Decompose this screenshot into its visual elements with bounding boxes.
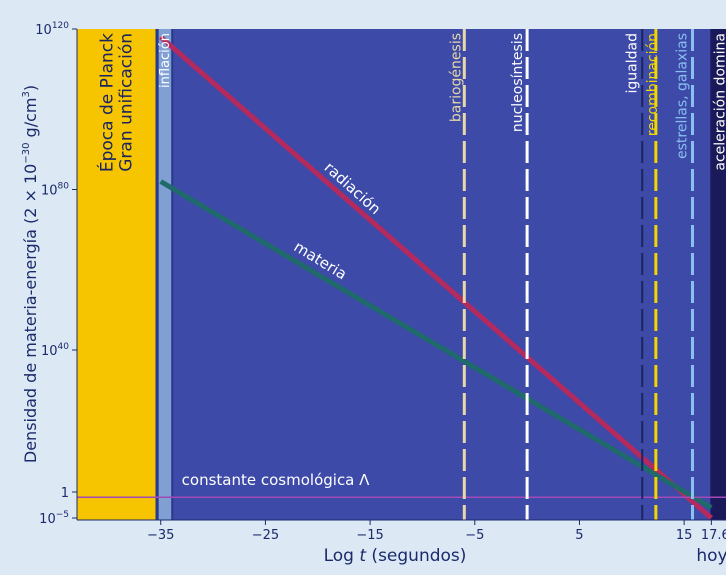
epoch-label-estrellas: estrellas, galaxias [675,33,691,159]
y-tick-label-2: 1040 [41,342,69,359]
x-axis-title-variable: t [359,546,367,566]
x-tick-label-4: 5 [575,528,583,543]
x-tick-label-6: 17.6 [701,528,726,543]
x-axis-note: hoy [696,546,726,566]
y-axis-title: Densidad de materia-energía (2 × 10−30 g… [21,85,40,463]
y-axis-title-close: ) [21,85,40,91]
epoch-label-igualdad: igualdad [624,33,640,93]
series-line-0 [159,35,713,520]
epoch-label-recombinacion: recombinación [645,33,661,136]
band-aceleracion [710,29,726,520]
y-axis-title-unit: g/cm [21,98,40,143]
x-tick-label-1: −25 [252,528,279,543]
epoch-label-gran-unificacion: Gran unificación [116,33,136,172]
y-axis-title-main: Densidad de materia-energía (2 × 10 [21,164,40,463]
x-tick-label-0: −35 [147,528,174,543]
x-tick-label-3: −5 [465,528,484,543]
y-tick-label-3: 1 [61,486,69,501]
x-axis-title-suffix: (segundos) [366,546,466,566]
x-tick-label-2: −15 [356,528,383,543]
epoch-label-bariogenesis: bariogénesis [448,33,464,122]
y-axis-title-unit-exponent: 3 [21,91,32,97]
x-axis-title-prefix: Log [324,546,360,566]
epoch-label-planck: Época de Planck [95,33,117,172]
y-tick-label-1: 1080 [41,182,69,199]
y-axis-title-exponent: −30 [21,143,32,164]
series-line-1 [159,179,713,510]
band-inflacion [158,29,172,520]
y-tick-label-4: 10−5 [39,510,69,527]
series-label-2: constante cosmológica Λ [182,471,370,489]
epoch-label-nucleosintesis: nucleosíntesis [510,33,526,132]
x-axis-title: Log t (segundos) [324,546,467,566]
epoch-label-aceleracion: aceleración domina [712,33,726,171]
epoch-label-inflacion: inflación [158,33,173,88]
x-tick-label-5: 15 [676,528,693,543]
band-epoca-planck [77,29,156,520]
y-tick-label-0: 10120 [35,21,69,38]
